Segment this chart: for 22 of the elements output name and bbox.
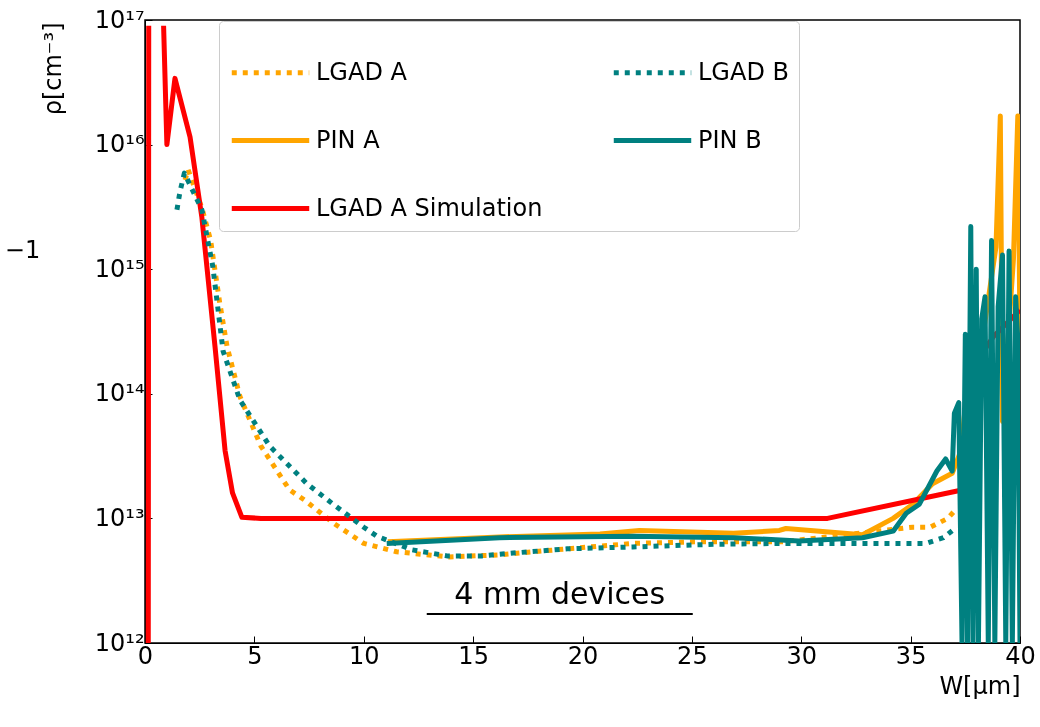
- y-tick-label: 10¹⁵: [94, 254, 145, 283]
- legend-label: PIN B: [698, 125, 762, 154]
- y-tick-label: 10¹⁶: [94, 130, 145, 159]
- x-tick-label: 5: [247, 641, 263, 670]
- y-tick-label: 10¹⁷: [94, 5, 145, 34]
- y-axis-title: ρ[cm⁻³]: [38, 22, 67, 116]
- x-tick-label: 10: [348, 641, 380, 670]
- legend-label: LGAD A: [316, 57, 408, 86]
- x-tick-label: 25: [677, 641, 708, 670]
- x-tick-label: 40: [1005, 641, 1036, 670]
- x-tick-label: 30: [786, 641, 818, 670]
- x-axis-title: W[μm]: [939, 671, 1021, 700]
- annotation: 4 mm devices: [454, 576, 666, 612]
- y-tick-label: 10¹³: [94, 503, 145, 532]
- legend-label: LGAD B: [698, 57, 789, 86]
- y-tick-label: 10¹⁴: [94, 379, 145, 408]
- legend-label: PIN A: [316, 125, 381, 154]
- x-tick-label: 20: [567, 641, 599, 670]
- x-tick-label: 15: [458, 641, 489, 670]
- legend-label: LGAD A Simulation: [316, 193, 543, 222]
- x-tick-label: 35: [895, 641, 927, 670]
- text: −1: [4, 235, 41, 264]
